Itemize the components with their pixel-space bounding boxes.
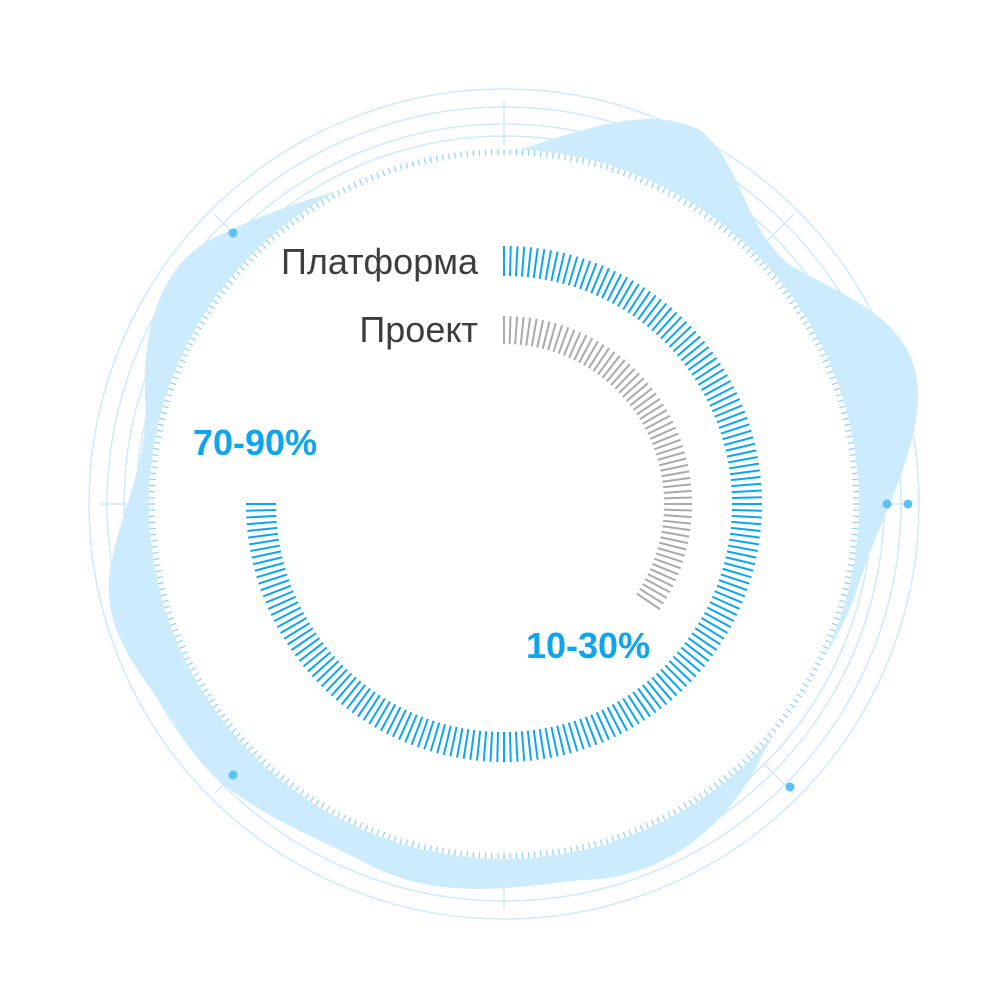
bar-tick [510,246,511,276]
series-name-project: Проект [359,309,478,350]
bar-tick [510,732,511,762]
decorative-background [89,89,919,919]
bar-tick [497,732,498,762]
series-name-platform: Платформа [281,241,479,282]
bar-tick [732,510,762,511]
bar-tick [246,510,276,511]
bar-tick [664,510,692,511]
bar-tick [732,497,762,498]
series-value-project: 10-30% [526,625,650,666]
series-value-platform: 70-90% [193,422,317,463]
bar-tick [510,316,511,344]
bar-tick [664,497,692,498]
